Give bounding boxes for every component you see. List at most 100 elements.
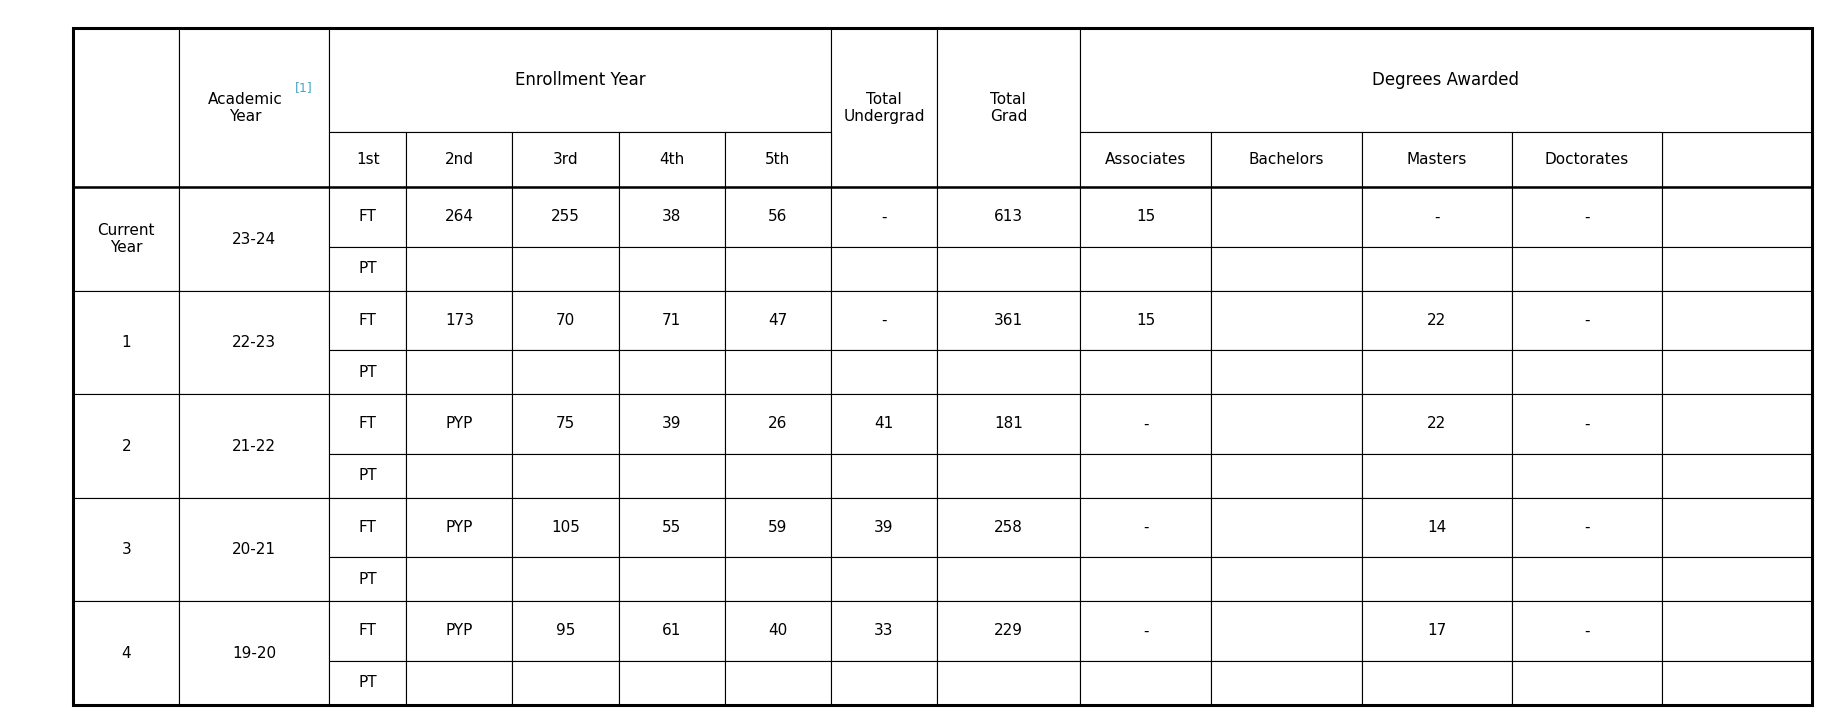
Bar	[406, 350, 512, 394]
Bar	[831, 187, 937, 246]
Bar	[831, 602, 937, 661]
Bar	[1512, 350, 1662, 394]
Bar	[329, 132, 406, 187]
Bar	[406, 187, 512, 246]
Bar	[619, 454, 725, 498]
Bar	[937, 498, 1080, 557]
Bar	[725, 602, 831, 661]
Bar	[1362, 394, 1512, 454]
Bar	[512, 394, 619, 454]
Bar	[619, 187, 725, 246]
Text: 15: 15	[1136, 313, 1155, 328]
Bar	[619, 350, 725, 394]
Bar	[1362, 394, 1512, 454]
Bar	[725, 557, 831, 602]
Bar	[619, 498, 725, 557]
Bar	[512, 557, 619, 602]
Bar	[1362, 350, 1512, 394]
Bar	[179, 454, 329, 498]
Text: 3rd: 3rd	[553, 152, 578, 167]
Text: 105: 105	[551, 520, 580, 535]
Bar	[831, 454, 937, 498]
Text: PYP: PYP	[447, 624, 472, 639]
Bar	[1211, 557, 1362, 602]
Bar	[406, 246, 512, 291]
Text: 14: 14	[1427, 520, 1446, 535]
Bar	[329, 454, 406, 498]
Bar	[831, 498, 937, 557]
Bar	[1662, 498, 1812, 557]
Text: 255: 255	[551, 209, 580, 224]
Bar	[619, 350, 725, 394]
Bar	[831, 291, 937, 350]
Text: Degrees Awarded: Degrees Awarded	[1372, 71, 1519, 89]
Bar	[1211, 291, 1362, 350]
Bar	[1662, 557, 1812, 602]
Bar	[406, 454, 512, 498]
Bar	[512, 350, 619, 394]
Bar	[937, 394, 1080, 454]
Text: 17: 17	[1427, 624, 1446, 639]
Bar	[1662, 498, 1812, 557]
Bar	[73, 291, 179, 394]
Bar	[73, 132, 179, 187]
Bar	[725, 246, 831, 291]
Text: 20-21: 20-21	[232, 542, 276, 557]
Text: 22: 22	[1427, 313, 1446, 328]
Bar	[1362, 557, 1512, 602]
Bar	[831, 187, 937, 246]
Bar	[725, 350, 831, 394]
Bar	[1662, 602, 1812, 661]
Bar	[725, 454, 831, 498]
Bar	[73, 661, 179, 705]
Bar	[1512, 557, 1662, 602]
Bar	[725, 246, 831, 291]
Bar	[1362, 246, 1512, 291]
Text: 1: 1	[121, 335, 132, 350]
Bar	[1512, 132, 1662, 187]
Bar	[831, 28, 937, 187]
Text: FT: FT	[359, 417, 377, 431]
Text: 26: 26	[769, 417, 787, 431]
Bar	[725, 454, 831, 498]
Bar	[1211, 498, 1362, 557]
Bar	[73, 602, 179, 705]
Bar	[1662, 454, 1812, 498]
Bar	[1662, 661, 1812, 705]
Bar	[1362, 454, 1512, 498]
Bar	[406, 291, 512, 350]
Bar	[406, 602, 512, 661]
Bar	[831, 394, 937, 454]
Bar	[512, 661, 619, 705]
Bar	[937, 246, 1080, 291]
Bar	[179, 291, 329, 394]
Text: PT: PT	[359, 365, 377, 379]
Text: 2nd: 2nd	[445, 152, 474, 167]
Bar	[1362, 557, 1512, 602]
Bar	[831, 557, 937, 602]
Bar	[406, 350, 512, 394]
Bar	[619, 187, 725, 246]
Text: 23-24: 23-24	[232, 231, 276, 246]
Text: 264: 264	[445, 209, 474, 224]
Text: 613: 613	[994, 209, 1023, 224]
Bar	[512, 602, 619, 661]
Text: 33: 33	[875, 624, 893, 639]
Bar	[73, 246, 179, 291]
Bar	[937, 350, 1080, 394]
Bar	[406, 557, 512, 602]
Bar	[512, 557, 619, 602]
Bar	[1662, 394, 1812, 454]
Bar	[406, 187, 512, 246]
Text: -: -	[1583, 417, 1590, 431]
Bar	[1662, 394, 1812, 454]
Text: 2: 2	[121, 439, 132, 454]
Bar	[1362, 454, 1512, 498]
Bar	[937, 661, 1080, 705]
Bar	[179, 661, 329, 705]
Text: PYP: PYP	[447, 417, 472, 431]
Text: 70: 70	[556, 313, 575, 328]
Bar	[1362, 291, 1512, 350]
Bar	[406, 498, 512, 557]
Bar	[1211, 454, 1362, 498]
